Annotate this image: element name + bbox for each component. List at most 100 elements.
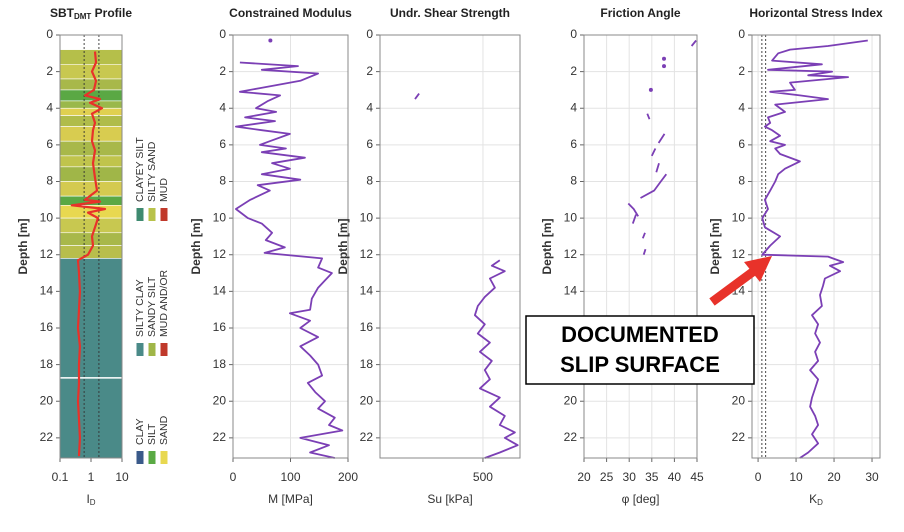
y-tick-label: 0: [219, 27, 226, 41]
plot-title-part: SBT: [50, 6, 75, 20]
legend-label: MUD: [158, 178, 170, 202]
x-tick-label: 20: [577, 470, 591, 484]
x-tick-label: 0: [230, 470, 237, 484]
annotation-text: DOCUMENTED: [561, 322, 719, 347]
legend-label: SILTY SAND: [146, 141, 158, 202]
y-tick-label: 14: [213, 284, 227, 298]
y-axis-label: Depth [m]: [336, 219, 350, 275]
y-tick-label: 12: [360, 247, 374, 261]
y-tick-label: 0: [46, 27, 53, 41]
y-tick-label: 6: [46, 137, 53, 151]
y-axis-label: Depth [m]: [540, 219, 554, 275]
x-axis-label-part: I: [86, 492, 89, 506]
plot-area: [752, 35, 880, 458]
x-axis-label: Su [kPa]: [427, 492, 472, 506]
x-tick-label: 20: [827, 470, 841, 484]
y-tick-label: 10: [213, 210, 227, 224]
legend-swatch: [148, 451, 156, 464]
y-tick-label: 12: [564, 247, 578, 261]
x-tick-label: 45: [690, 470, 704, 484]
y-tick-label: 2: [219, 64, 226, 78]
soil-layer: [59, 378, 123, 459]
data-line: [761, 39, 868, 459]
y-tick-label: 20: [732, 393, 746, 407]
y-tick-label: 8: [366, 174, 373, 188]
y-tick-label: 20: [564, 393, 578, 407]
x-axis-label-part: D: [817, 498, 823, 507]
x-axis-label-part: D: [90, 498, 96, 507]
y-tick-label: 2: [738, 64, 745, 78]
plot-area: [584, 35, 697, 458]
y-tick-label: 18: [360, 357, 374, 371]
data-point: [662, 56, 667, 61]
data-point: [268, 38, 273, 43]
y-tick-label: 16: [40, 320, 54, 334]
x-tick-label: 30: [865, 470, 879, 484]
y-tick-label: 4: [366, 100, 373, 114]
y-tick-label: 22: [732, 430, 746, 444]
x-axis-label: ID: [86, 492, 95, 507]
legend-swatch: [148, 208, 156, 221]
x-tick-label: 0: [755, 470, 762, 484]
soil-layer: [59, 155, 123, 168]
soil-layer: [59, 126, 123, 142]
y-tick-label: 18: [40, 357, 54, 371]
y-tick-label: 4: [46, 100, 53, 114]
soil-layer: [59, 107, 123, 116]
x-tick-label: 10: [789, 470, 803, 484]
x-tick-label: 0.1: [52, 470, 69, 484]
y-tick-label: 6: [219, 137, 226, 151]
y-tick-label: 8: [738, 174, 745, 188]
x-axis-label-part: Su [kPa]: [427, 492, 472, 506]
x-tick-label: 1: [88, 470, 95, 484]
y-tick-label: 6: [570, 137, 577, 151]
y-axis-label: Depth [m]: [708, 219, 722, 275]
legend-label: SANDY SILT: [146, 276, 158, 337]
y-tick-label: 8: [46, 174, 53, 188]
x-tick-label: 500: [473, 470, 493, 484]
x-tick-label: 30: [623, 470, 637, 484]
legend-swatch: [160, 451, 168, 464]
y-tick-label: 16: [360, 320, 374, 334]
y-tick-label: 10: [732, 210, 746, 224]
y-tick-label: 2: [366, 64, 373, 78]
y-tick-label: 6: [366, 137, 373, 151]
x-axis-label-part: M [MPa]: [268, 492, 313, 506]
plot-frame: [583, 34, 698, 459]
legend-swatch: [148, 343, 156, 356]
legend-swatch: [136, 451, 144, 464]
y-tick-label: 20: [40, 393, 54, 407]
y-tick-label: 20: [213, 393, 227, 407]
y-tick-label: 12: [213, 247, 227, 261]
soil-layer: [59, 140, 123, 157]
y-axis-label: Depth [m]: [189, 219, 203, 275]
x-axis-label: φ [deg]: [622, 492, 660, 506]
arrow-head: [744, 256, 772, 282]
legend-swatch: [160, 208, 168, 221]
legend-label: CLAY: [134, 418, 146, 445]
x-axis-label: M [MPa]: [268, 492, 313, 506]
y-tick-label: 22: [213, 430, 227, 444]
soil-layer: [59, 232, 123, 246]
data-line: [70, 51, 107, 457]
plot-title: Friction Angle: [600, 6, 681, 20]
x-tick-label: 35: [645, 470, 659, 484]
y-tick-label: 20: [360, 393, 374, 407]
y-tick-label: 18: [213, 357, 227, 371]
y-tick-label: 22: [360, 430, 374, 444]
soil-layer: [59, 217, 123, 234]
plot-title-part: Friction Angle: [600, 6, 681, 20]
data-line: [627, 39, 697, 255]
legend-label: SILTY CLAY: [134, 279, 146, 337]
x-axis-label-part: K: [809, 492, 817, 506]
y-tick-label: 0: [366, 27, 373, 41]
x-tick-label: 100: [280, 470, 300, 484]
plot-title-part: Constrained Modulus: [229, 6, 352, 20]
y-tick-label: 22: [564, 430, 578, 444]
plot-title-part: DMT: [74, 12, 91, 21]
y-tick-label: 4: [219, 100, 226, 114]
y-tick-label: 4: [570, 100, 577, 114]
y-tick-label: 14: [564, 284, 578, 298]
arrow-shaft: [709, 264, 761, 306]
x-tick-label: 40: [668, 470, 682, 484]
